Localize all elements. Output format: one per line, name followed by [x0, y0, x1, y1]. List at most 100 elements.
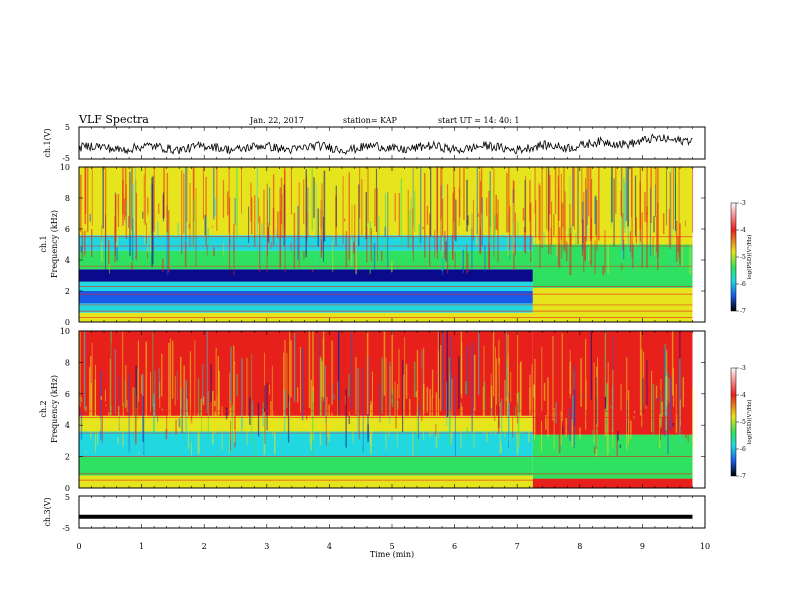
spec-streak	[635, 217, 638, 244]
spec-streak	[672, 368, 674, 407]
spec-streak	[102, 352, 104, 443]
x-axis-ticklabels: 0 1 2 3 4 5 6 7 8 9 10	[76, 542, 710, 551]
spec-streak	[473, 354, 476, 411]
spec-streak	[446, 381, 448, 427]
spec-streak	[427, 167, 429, 235]
spec-streak	[660, 378, 662, 429]
spec-streak	[373, 243, 376, 269]
ch1-colorbar-ticks: -3 -4 -5 -6 -7	[736, 200, 746, 315]
spec-streak	[412, 428, 414, 456]
spec-streak	[231, 404, 233, 454]
spec-streak	[110, 342, 113, 405]
spec-streak	[531, 199, 534, 229]
spec-streak	[135, 192, 138, 260]
spec-streak	[646, 167, 648, 215]
spec-streak	[380, 250, 383, 262]
spec-streak	[396, 383, 398, 447]
spec-streak	[596, 366, 598, 457]
spec-streak	[561, 333, 563, 421]
spec-streak	[610, 405, 612, 408]
spec-streak	[322, 331, 325, 398]
spec-streak	[486, 197, 488, 217]
colorbar-tick-label: -5	[740, 419, 746, 426]
ch1-waveform-panel: 5 -5 ch.1(V)	[43, 123, 706, 163]
spec-streak	[152, 331, 154, 407]
spec-streak	[500, 442, 502, 454]
spec-streak	[655, 184, 656, 217]
spec-streak	[641, 349, 643, 427]
spec-streak	[132, 183, 134, 261]
spec-streak	[662, 246, 664, 256]
colorbar-tick-label: -4	[740, 392, 746, 399]
spec-streak	[254, 195, 256, 247]
spec-streak	[404, 337, 406, 430]
spec-streak	[147, 212, 149, 253]
spec-streak	[633, 410, 636, 414]
spec-streak	[236, 167, 238, 241]
spec-streak	[198, 430, 200, 455]
spec-streak	[569, 204, 571, 276]
spec-streak	[142, 396, 144, 442]
spec-streak	[665, 376, 667, 430]
ch1-waveform-line	[78, 133, 693, 155]
spec-streak	[290, 340, 292, 398]
spec-streak	[450, 416, 452, 446]
spec-streak	[653, 223, 655, 256]
spec-streak	[215, 348, 217, 426]
spec-streak	[632, 244, 634, 269]
spec-streak	[150, 371, 152, 413]
spec-streak	[193, 167, 195, 222]
spec-streak	[101, 178, 103, 263]
spec-streak	[206, 331, 208, 413]
spec-streak	[272, 174, 275, 235]
spec-streak	[667, 373, 669, 455]
spec-streak	[655, 385, 658, 399]
spec-streak	[135, 395, 137, 445]
colorbar-tick-label: -3	[740, 200, 746, 207]
spec-streak	[345, 389, 347, 448]
spec-streak	[574, 167, 575, 230]
spec-streak	[246, 357, 248, 446]
spec-streak	[347, 389, 349, 417]
spec-streak	[277, 211, 279, 239]
ch1-spec-yticklabels: 10 8 6 4 2 0	[60, 163, 705, 327]
spec-streak	[664, 344, 666, 416]
spec-streak	[247, 336, 249, 411]
spec-streak	[452, 192, 454, 260]
spec-streak	[214, 400, 216, 407]
spec-streak	[407, 189, 409, 248]
spec-streak	[192, 167, 194, 246]
ch1-colorbar: -3 -4 -5 -6 -7 log(PSD)(V²/Hz)	[730, 200, 753, 315]
spec-streak	[215, 419, 217, 428]
spec-streak	[397, 400, 399, 410]
spec-streak	[241, 167, 242, 214]
ch2-colorbar-ticks: -3 -4 -5 -6 -7	[736, 365, 746, 480]
spec-streak	[619, 444, 622, 448]
spec-streak	[165, 428, 168, 440]
spec-streak	[656, 216, 658, 253]
spec-streak	[348, 411, 350, 418]
spec-streak	[84, 167, 87, 215]
spec-streak	[528, 417, 530, 443]
spec-streak	[117, 437, 119, 444]
spec-streak	[131, 167, 133, 231]
spec-streak	[580, 358, 582, 407]
spec-streak	[100, 370, 102, 441]
spec-streak	[571, 224, 573, 241]
spec-streak	[507, 352, 509, 406]
spec-streak	[359, 167, 361, 219]
spec-streak	[409, 209, 411, 253]
spec-streak	[463, 167, 465, 221]
spec-streak	[606, 384, 608, 455]
spec-streak	[201, 399, 203, 438]
spec-streak	[661, 264, 663, 271]
spec-streak	[483, 381, 486, 412]
spec-streak	[570, 227, 572, 276]
spec-streak	[597, 356, 599, 428]
spec-streak	[378, 216, 380, 266]
spec-streak	[207, 228, 209, 263]
spec-streak	[322, 216, 324, 262]
spec-streak	[402, 374, 405, 427]
spec-streak	[631, 167, 633, 258]
spec-streak	[257, 402, 260, 437]
